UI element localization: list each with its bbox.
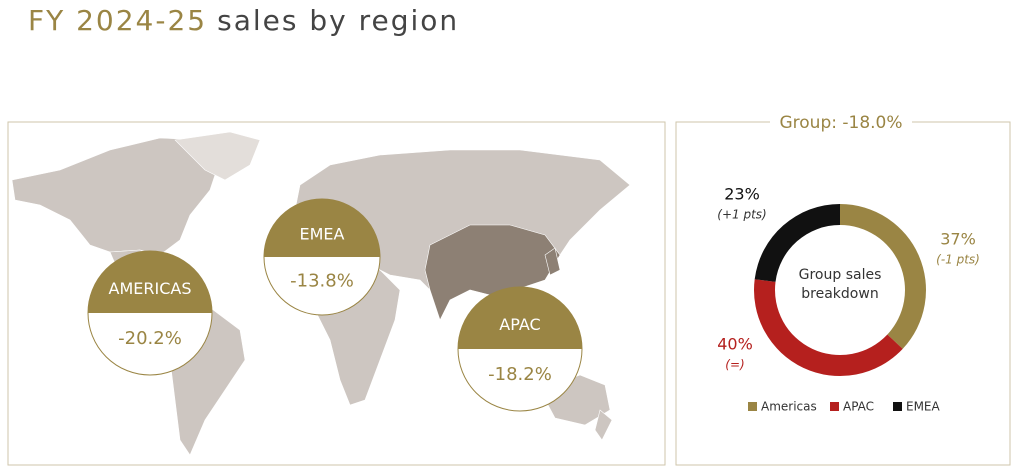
region-header (264, 199, 380, 257)
change-label: (-1 pts) (936, 253, 980, 267)
region-header (458, 287, 582, 349)
change-label: (=) (725, 358, 744, 372)
title: FY 2024-25 sales by region (28, 4, 459, 37)
region-change: -20.2% (118, 328, 182, 349)
title-highlight: FY 2024-25 (28, 4, 207, 37)
group-label: Group: -18.0% (779, 113, 902, 133)
map-frame (7, 121, 666, 466)
region-name: EMEA (300, 224, 345, 243)
legend-swatch (893, 402, 902, 411)
donut-segment (754, 204, 840, 282)
label-bg (770, 112, 912, 134)
region-change: -18.2% (488, 364, 552, 385)
value-label: 23% (724, 185, 760, 204)
change-label: (+1 pts) (717, 208, 766, 222)
donut-segment (754, 279, 903, 376)
region-change: -13.8% (290, 270, 354, 291)
value-label: 37% (940, 230, 976, 249)
region-name: AMERICAS (109, 279, 192, 298)
legend-label: Americas (761, 400, 817, 414)
title-rest: sales by region (217, 4, 459, 37)
legend-swatch (748, 402, 757, 411)
value-label: 40% (717, 335, 753, 354)
donut-segment (840, 204, 926, 349)
center-label: Group sales breakdown (798, 267, 882, 302)
region-header (88, 251, 212, 313)
region-name: APAC (499, 315, 540, 334)
legend-label: APAC (843, 400, 874, 414)
legend-swatch (830, 402, 839, 411)
legend-label: EMEA (906, 400, 941, 414)
